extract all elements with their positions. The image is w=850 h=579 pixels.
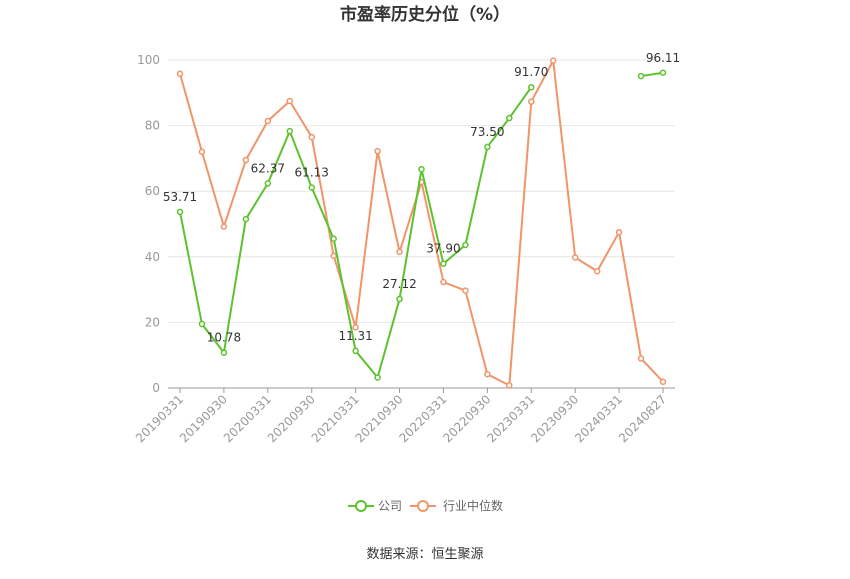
data-point-company [308,184,315,191]
data-point-company [462,241,469,249]
y-tick-label: 80 [145,119,160,133]
data-point-company [286,127,294,135]
x-tick-label: 20240827 [616,392,669,445]
data-point-industry [462,287,469,294]
data-point-company [264,180,272,187]
data-point-company [396,295,403,303]
y-tick-label: 0 [152,381,160,395]
data-point-industry [330,252,337,260]
data-point-industry [571,254,579,261]
series-line-company [640,71,664,78]
data-point-company [198,320,206,328]
data-point-industry [637,355,645,362]
data-point-company [220,349,228,356]
series-line-industry [179,59,664,387]
data-point-company [637,72,645,80]
data-point-industry [615,228,623,236]
data-point-company [506,114,513,122]
data-point-industry [352,324,359,331]
legend[interactable]: 公司 行业中位数 [348,498,503,513]
data-point-industry [198,148,206,156]
data-point-industry [242,156,250,164]
y-tick-label: 100 [137,53,160,67]
legend-label: 公司 [378,499,402,513]
data-label: 27.12 [382,277,416,291]
legend-marker [355,500,367,512]
data-label: 37.90 [426,242,460,256]
data-point-company [484,143,491,151]
source-note: 数据来源：恒生聚源 [366,547,483,562]
data-point-industry [440,278,447,286]
data-point-company [352,347,359,355]
data-label: 91.70 [514,65,548,79]
data-point-industry [264,117,272,125]
legend-marker [417,500,429,512]
data-point-industry [484,370,491,378]
data-label: 11.31 [338,329,372,343]
data-point-industry [528,98,535,105]
data-labels: 53.71 10.78 62.37 61.13 11.31 27.12 37.90 73.50… [163,51,680,345]
data-label: 62.37 [251,161,285,175]
data-point-industry [659,378,667,386]
y-tick-label: 60 [145,184,160,198]
legend-item-industry[interactable]: 行业中位数 [410,498,503,513]
series-lines [176,57,667,389]
data-point-company [440,260,447,267]
data-point-industry [593,267,601,275]
data-point-company [374,374,381,381]
data-label: 10.78 [207,331,241,345]
data-label: 53.71 [163,190,197,204]
data-label: 73.50 [470,125,504,139]
data-point-company [528,83,535,91]
data-label: 96.11 [646,51,680,65]
data-point-company [659,69,667,77]
axes: 0204060801002019033120190930202003312020… [133,53,675,445]
legend-label: 行业中位数 [443,498,503,513]
data-point-industry [549,57,557,64]
data-point-industry [506,382,513,389]
data-label: 61.13 [295,165,329,179]
chart-title: 市盈率历史分位（%） [340,4,510,25]
data-point-company [176,208,184,216]
data-point-industry [374,147,381,155]
data-point-industry [220,223,228,230]
y-tick-label: 20 [145,315,160,329]
legend-item-company[interactable]: 公司 [348,499,402,513]
data-point-industry [286,97,294,105]
data-point-industry [308,133,315,141]
data-point-industry [396,248,403,256]
data-point-industry [176,70,184,78]
y-tick-label: 40 [145,250,160,264]
data-point-company [418,165,425,173]
data-point-company [330,235,337,243]
data-point-company [242,215,250,223]
gridlines [168,59,675,323]
